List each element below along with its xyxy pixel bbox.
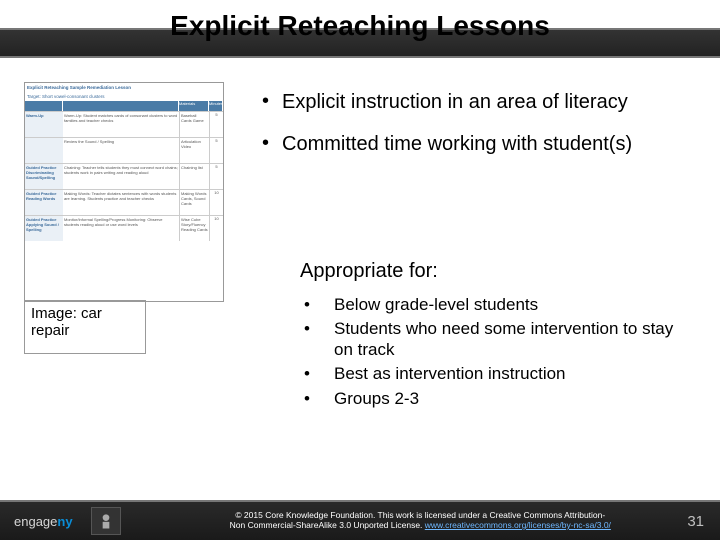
footer-bar: engageny © 2015 Core Knowledge Foundatio…: [0, 500, 720, 540]
bullet-dot: •: [300, 295, 334, 315]
bullet-dot: •: [300, 389, 334, 409]
bullet-item: • Committed time working with student(s): [262, 132, 690, 156]
image-placeholder-box: Image: car repair: [24, 300, 146, 354]
logo-part2: ny: [57, 514, 72, 529]
ck-logo: [91, 507, 121, 535]
bullet-dot: •: [262, 90, 282, 114]
col-minutes: Minutes: [209, 101, 223, 111]
sub-bullet-text: Below grade-level students: [334, 295, 690, 315]
bullet-text: Committed time working with student(s): [282, 132, 690, 156]
subheading: Appropriate for:: [300, 260, 438, 283]
lesson-table-target: Target: Short vowel-consonant clusters: [25, 92, 223, 101]
content-area: Explicit Reteaching Sample Remediation L…: [0, 70, 720, 500]
lesson-table-header: Materials Minutes: [25, 101, 223, 111]
sub-bullet-text: Students who need some intervention to s…: [334, 319, 690, 360]
footer-license: © 2015 Core Knowledge Foundation. This w…: [121, 511, 720, 531]
bullet-text: Explicit instruction in an area of liter…: [282, 90, 690, 114]
col-blank2: [63, 101, 179, 111]
knowledge-icon: [96, 511, 116, 531]
table-row: Review the Sound / SpellingArticulation …: [25, 137, 223, 163]
sub-bullet-item: • Below grade-level students: [300, 295, 690, 315]
slide: Explicit Reteaching Lessons Explicit Ret…: [0, 0, 720, 540]
col-blank: [25, 101, 63, 111]
col-materials: Materials: [179, 101, 209, 111]
sub-bullet-text: Best as intervention instruction: [334, 364, 690, 384]
license-line2: Non Commercial-ShareAlike 3.0 Unported L…: [230, 520, 425, 530]
license-link[interactable]: www.creativecommons.org/licenses/by-nc-s…: [425, 520, 611, 530]
sub-bullet-item: • Students who need some intervention to…: [300, 319, 690, 360]
table-row: Guided Practice Applying Sound / Spellin…: [25, 215, 223, 241]
logo-part1: engage: [14, 514, 57, 529]
sub-bullet-item: • Groups 2-3: [300, 389, 690, 409]
bullet-dot: •: [300, 364, 334, 384]
table-row: Warm-UpWarm-Up: Student matches cards of…: [25, 111, 223, 137]
license-line1: © 2015 Core Knowledge Foundation. This w…: [235, 510, 605, 520]
sub-bullet-item: • Best as intervention instruction: [300, 364, 690, 384]
page-number: 31: [687, 513, 704, 530]
sub-bullets: • Below grade-level students • Students …: [300, 295, 690, 413]
engageny-logo: engageny: [14, 514, 73, 529]
table-row: Guided Practice Reading WordsMaking Word…: [25, 189, 223, 215]
lesson-table-title: Explicit Reteaching Sample Remediation L…: [25, 83, 223, 92]
title-area: Explicit Reteaching Lessons: [0, 0, 720, 60]
lesson-table-image: Explicit Reteaching Sample Remediation L…: [24, 82, 224, 302]
sub-bullet-text: Groups 2-3: [334, 389, 690, 409]
bullet-dot: •: [300, 319, 334, 360]
slide-title: Explicit Reteaching Lessons: [0, 10, 720, 42]
bullet-item: • Explicit instruction in an area of lit…: [262, 90, 690, 114]
lesson-table-body: Warm-UpWarm-Up: Student matches cards of…: [25, 111, 223, 241]
bullet-dot: •: [262, 132, 282, 156]
table-row: Guided Practice Discriminating Sound/Spe…: [25, 163, 223, 189]
main-bullets: • Explicit instruction in an area of lit…: [262, 90, 690, 174]
